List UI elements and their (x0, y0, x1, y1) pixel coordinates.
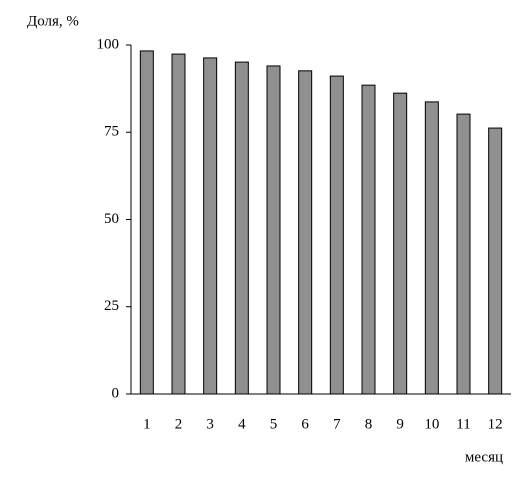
bar (488, 127, 503, 395)
x-tick-label: 12 (488, 416, 503, 432)
bar (456, 113, 471, 395)
y-tick-label: 0 (112, 385, 120, 401)
x-tick-label: 1 (143, 416, 151, 432)
bar (171, 53, 186, 395)
bar (139, 50, 154, 395)
bar (393, 92, 408, 395)
x-tick-label: 11 (456, 416, 470, 432)
bar (266, 65, 281, 395)
x-tick-label: 2 (175, 416, 183, 432)
x-tick-label: 4 (238, 416, 246, 432)
bar (329, 75, 344, 395)
x-axis-label: месяц (465, 449, 503, 465)
bar (234, 61, 249, 395)
bar (203, 57, 218, 395)
bar (424, 101, 439, 395)
y-tick-label: 25 (104, 298, 119, 314)
y-axis-label: Доля, % (27, 13, 79, 29)
x-tick-label: 7 (333, 416, 341, 432)
x-tick-label: 3 (206, 416, 214, 432)
x-tick-label: 5 (270, 416, 278, 432)
bar (298, 70, 313, 395)
y-tick-label: 100 (97, 36, 120, 52)
x-tick-label: 8 (365, 416, 373, 432)
x-tick-label: 6 (301, 416, 309, 432)
y-tick-label: 50 (104, 211, 119, 227)
y-tick-label: 75 (104, 124, 119, 140)
x-tick-label: 9 (396, 416, 404, 432)
x-tick-label: 10 (424, 416, 439, 432)
bar (361, 84, 376, 395)
